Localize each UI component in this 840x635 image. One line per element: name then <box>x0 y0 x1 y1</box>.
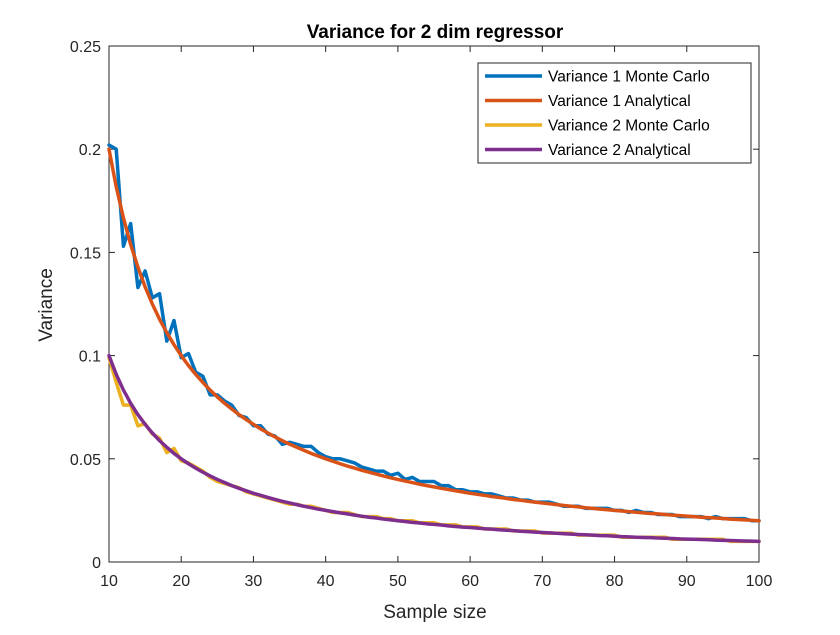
series-line-variance-1-analytical <box>107 147 761 523</box>
y-tick-label: 0.25 <box>70 39 101 56</box>
x-tick-label: 10 <box>100 573 118 590</box>
x-tick-label: 100 <box>746 573 773 590</box>
x-tick-label: 50 <box>389 573 407 590</box>
y-tick-label: 0 <box>92 555 101 572</box>
series-layer <box>107 143 761 544</box>
legend-label-variance-1-analytical: Variance 1 Analytical <box>548 93 691 110</box>
legend-box <box>477 62 752 164</box>
x-tick-label: 40 <box>317 573 335 590</box>
axis-ticks: 10 20 30 40 50 60 70 80 90 100 0 0.05 0.1 0.15 0.2 0.25 <box>70 39 773 590</box>
legend-label-variance-1-monte-carlo: Variance 1 Monte Carlo <box>548 69 710 86</box>
x-tick-label: 80 <box>606 573 624 590</box>
x-tick-label: 90 <box>678 573 696 590</box>
y-tick-label: 0.1 <box>79 349 101 366</box>
y-tick-label: 0.05 <box>70 452 101 469</box>
legend: Variance 1 Monte Carlo Variance 1 Analyti… <box>477 62 752 164</box>
legend-label-variance-2-monte-carlo: Variance 2 Monte Carlo <box>548 118 710 135</box>
y-axis-label: Variance <box>36 268 57 342</box>
y-tick-label: 0.15 <box>70 245 101 262</box>
chart-title: Variance for 2 dim regressor <box>307 22 564 43</box>
x-tick-label: 30 <box>245 573 263 590</box>
series-line-variance-2-analytical <box>107 353 761 544</box>
x-tick-label: 20 <box>172 573 190 590</box>
x-tick-label: 70 <box>533 573 551 590</box>
x-axis-label: Sample size <box>383 602 487 623</box>
legend-label-variance-2-analytical: Variance 2 Analytical <box>548 142 691 159</box>
y-tick-label: 0.2 <box>79 142 101 159</box>
x-tick-label: 60 <box>461 573 479 590</box>
